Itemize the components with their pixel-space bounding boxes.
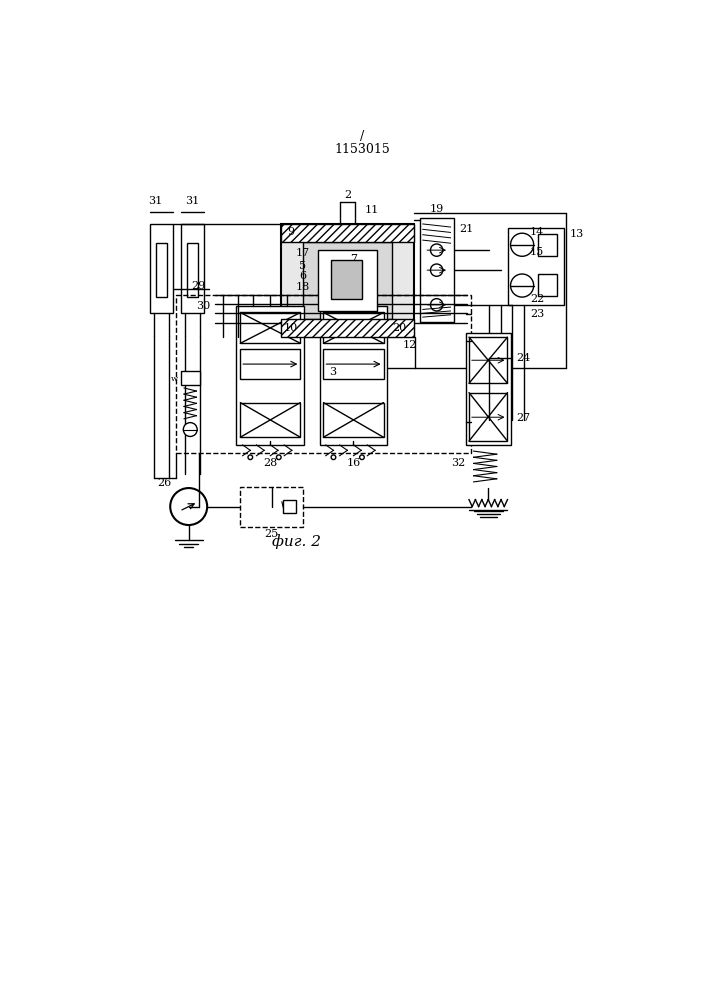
Bar (281, 319, 414, 337)
Bar (324, 403, 383, 437)
Bar (181, 224, 204, 312)
Text: 31: 31 (148, 196, 163, 206)
Bar (324, 349, 383, 379)
Text: 13: 13 (570, 229, 584, 239)
Bar (303, 242, 392, 319)
Text: 9: 9 (287, 227, 294, 237)
Text: 14: 14 (530, 227, 544, 237)
Bar (537, 234, 557, 256)
Text: 1153015: 1153015 (334, 143, 390, 156)
Text: 18: 18 (296, 282, 310, 292)
Bar (281, 224, 414, 337)
Circle shape (276, 455, 281, 460)
Text: 17: 17 (296, 248, 310, 258)
Text: фиг. 2: фиг. 2 (272, 534, 321, 549)
Text: 19: 19 (430, 204, 444, 214)
Bar (320, 306, 387, 445)
Text: 4: 4 (350, 265, 357, 275)
Circle shape (431, 299, 443, 311)
Bar (469, 393, 508, 441)
Bar (240, 403, 300, 437)
Text: w: w (171, 375, 178, 383)
Text: 2: 2 (344, 190, 351, 200)
Text: /: / (360, 130, 364, 143)
Circle shape (360, 455, 364, 460)
Text: 27: 27 (517, 413, 531, 423)
Text: 24: 24 (517, 353, 531, 363)
Bar (281, 224, 414, 242)
Text: 7: 7 (350, 254, 357, 264)
Bar (324, 312, 383, 343)
Text: 11: 11 (364, 205, 378, 215)
Text: 12: 12 (402, 340, 417, 350)
Text: 26: 26 (157, 478, 171, 488)
Text: 20: 20 (392, 323, 407, 333)
Circle shape (170, 488, 207, 525)
Bar (318, 250, 377, 311)
Text: 30: 30 (197, 301, 211, 311)
Bar (240, 312, 300, 343)
Text: 8: 8 (350, 276, 357, 286)
Text: 16: 16 (346, 458, 361, 468)
Bar (284, 500, 296, 513)
Bar (420, 218, 454, 322)
Bar (181, 371, 200, 385)
Bar (150, 224, 173, 312)
Text: 32: 32 (451, 458, 465, 468)
Text: 21: 21 (460, 224, 474, 234)
Bar (331, 260, 362, 299)
Text: 25: 25 (264, 529, 279, 539)
Bar (236, 306, 304, 445)
Text: 15: 15 (530, 247, 544, 257)
Text: 29: 29 (191, 281, 205, 291)
Circle shape (431, 244, 443, 256)
Circle shape (248, 455, 252, 460)
Text: 28: 28 (263, 458, 277, 468)
Bar (176, 295, 471, 453)
Circle shape (183, 423, 197, 436)
Circle shape (331, 455, 336, 460)
Bar (508, 228, 563, 305)
Circle shape (431, 264, 443, 276)
Text: 31: 31 (185, 196, 199, 206)
Text: 3: 3 (329, 367, 336, 377)
Bar (187, 243, 198, 297)
Text: 10: 10 (284, 323, 298, 333)
Text: 22: 22 (530, 294, 544, 304)
Text: 23: 23 (530, 309, 544, 319)
Bar (537, 274, 557, 296)
Circle shape (510, 233, 534, 256)
Text: 5: 5 (299, 261, 306, 271)
Bar (156, 243, 167, 297)
Text: 6: 6 (299, 271, 306, 281)
Bar (240, 349, 300, 379)
Circle shape (510, 274, 534, 297)
Bar (466, 333, 510, 445)
Bar (469, 337, 508, 383)
Bar (240, 487, 303, 527)
